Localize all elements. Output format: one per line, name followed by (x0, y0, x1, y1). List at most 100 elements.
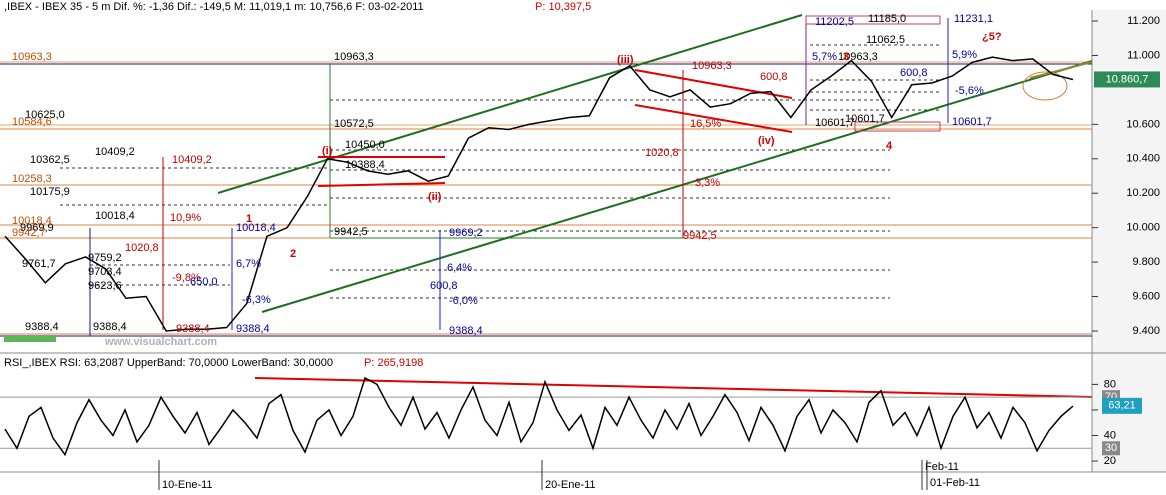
drawing-ellipse (1022, 71, 1068, 101)
last-value-label: 10.860,7 (1106, 73, 1149, 85)
annotation: 600,8 (900, 67, 928, 79)
annotation: 10,9% (170, 212, 201, 224)
wave-label: 1 (246, 213, 252, 225)
drawing-line (254, 377, 1093, 398)
annotation: 11202,5 (815, 16, 854, 28)
annotation: 11062,5 (866, 34, 905, 46)
annotation: -5,6% (955, 85, 984, 97)
wave-label: (iv) (758, 135, 775, 147)
annotation: 10018,4 (95, 210, 135, 222)
annotation: 9388,4 (93, 321, 127, 333)
annotation: 10963,3 (692, 60, 732, 72)
y-tick-label: 9.600 (1132, 290, 1160, 302)
y-tick-label: 20 (1104, 455, 1116, 467)
annotation: 10572,5 (334, 118, 374, 130)
annotation: 10388,4 (345, 159, 385, 171)
last-value-box (1094, 71, 1160, 88)
drawing-line (317, 182, 446, 187)
y-tick-label: 11.200 (1127, 15, 1160, 27)
drawing-line (261, 60, 1093, 313)
y-tick-label: 10.400 (1126, 153, 1160, 165)
annotation: 10362,5 (30, 154, 70, 166)
annotation: 9969,9 (20, 222, 54, 234)
annotation: 10601,7 (952, 116, 992, 128)
annotation: -6,3% (242, 294, 271, 306)
drawing-line (634, 104, 793, 133)
drawing-box (4, 336, 56, 342)
annotation: 3,3% (695, 177, 720, 189)
annotation: 10601,7 (845, 113, 885, 125)
rsi-title: RSI_,IBEX RSI: 63,2087 UpperBand: 70,000… (4, 357, 333, 369)
annotation: 9942,5 (683, 230, 717, 242)
annotation: 9623,6 (88, 280, 122, 292)
wave-label: 2 (290, 248, 296, 260)
x-tick-label: Feb-11 (925, 461, 959, 473)
annotation: 1020,8 (125, 242, 159, 254)
annotation: 10175,9 (30, 186, 70, 198)
annotation: 10018,4 (236, 222, 276, 234)
annotation: 9388,4 (25, 321, 59, 333)
annotation: 650,0 (190, 276, 218, 288)
chart-title: ,IBEX - IBEX 35 - 5 m Dif. %: -1,36 Dif.… (4, 1, 424, 13)
price-line (4, 376, 1074, 457)
annotation: 10625,0 (25, 109, 65, 121)
annotation: 5,7% (812, 51, 837, 63)
annotation: 10601,7 (815, 117, 855, 129)
drawing-box (805, 15, 941, 25)
drawing-line (1029, 61, 1093, 79)
annotation: 10409,2 (95, 146, 135, 158)
y-tick-label: 9.800 (1132, 256, 1160, 268)
annotation: 6,4% (447, 262, 472, 274)
annotation: 9942,7 (12, 227, 46, 239)
annotation: 600,8 (760, 71, 788, 83)
annotation: 10018,4 (12, 215, 52, 227)
y-tick-label: 10.000 (1126, 222, 1160, 234)
rsi-title-extra: P: 265,9198 (364, 357, 423, 369)
x-tick-label: 01-Feb-11 (930, 477, 980, 489)
chart-title-price: P: 10,397,5 (535, 1, 591, 13)
x-tick-label: 20-Ene-11 (545, 479, 596, 491)
annotation: 9703,4 (88, 266, 122, 278)
annotation: 1020,8 (645, 147, 679, 159)
annotation: 9388,4 (176, 323, 210, 335)
annotation: 11231,1 (954, 13, 993, 25)
annotation: 5,9% (952, 49, 977, 61)
y-tick-label: 9.400 (1132, 325, 1160, 337)
annotation: 10450,0 (345, 139, 385, 151)
band-label: 30 (1105, 442, 1117, 454)
x-tick-label: 10-Ene-11 (162, 479, 213, 491)
annotation: 11185,0 (868, 13, 906, 25)
band-box (1102, 441, 1120, 456)
annotation: 9759,2 (88, 252, 122, 264)
drawing-box (854, 121, 941, 132)
wave-label: (i) (322, 145, 333, 157)
y-tick-label: 10.600 (1126, 118, 1160, 130)
wave-label: (ii) (428, 191, 442, 203)
wave-label: 4 (886, 140, 893, 152)
price-line (4, 56, 1074, 332)
annotation: 10963,3 (12, 51, 52, 63)
annotation: 10409,2 (172, 154, 212, 166)
y-tick-label: 10.200 (1126, 187, 1160, 199)
y-tick-label: 40 (1104, 429, 1116, 441)
annotation: 9388,4 (236, 323, 270, 335)
annotation: 10258,3 (12, 173, 52, 185)
y-tick-label: 11.000 (1127, 49, 1160, 61)
last-value-box (1102, 397, 1142, 414)
annotation: -9,8% (172, 272, 201, 284)
annotation: 10963,3 (838, 51, 878, 63)
annotation: 9761,7 (22, 258, 56, 270)
watermark: www.visualchart.com (104, 336, 217, 348)
last-value-label: 63,21 (1108, 400, 1136, 412)
annotation: 10584,6 (12, 116, 52, 128)
annotation: -6,0% (449, 295, 478, 307)
drawing-line (217, 14, 803, 194)
wave-label: ¿5? (982, 31, 1002, 43)
wave-label: 3 (843, 51, 849, 63)
annotation: 9942,5 (334, 226, 368, 238)
annotation: 16,5% (690, 118, 721, 130)
annotation: 6,7% (236, 258, 261, 270)
annotation: 600,8 (430, 280, 458, 292)
